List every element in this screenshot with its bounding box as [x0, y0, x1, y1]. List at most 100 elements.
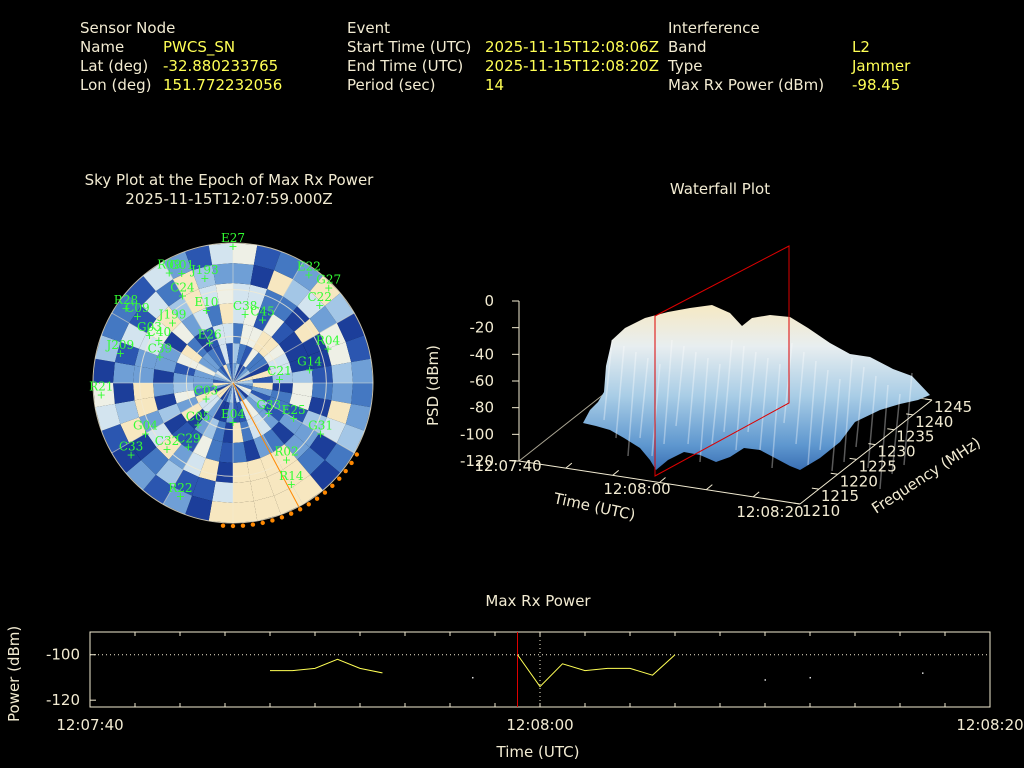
sky-cell — [114, 400, 140, 425]
satellite-plus: + — [178, 289, 187, 302]
sky-cell — [212, 481, 233, 503]
waterfall-streak — [807, 360, 817, 466]
satellite-marker: +R28 — [114, 293, 138, 315]
waterfall-time-tick-label: 12:08:00 — [603, 480, 670, 498]
sky-cell — [233, 263, 254, 285]
waterfall-time-tick-label: 12:07:40 — [474, 457, 541, 475]
waterfall-freq-tick — [811, 487, 819, 490]
max-rx-series-line — [517, 654, 676, 688]
sky-cell — [233, 376, 253, 383]
sky-cell — [310, 275, 341, 306]
satellite-marker: +R22 — [168, 481, 192, 503]
sky-cell — [129, 305, 157, 333]
sky-cell — [113, 383, 135, 404]
max-rx-label: Max Rx Power (dBm) — [668, 76, 825, 94]
satellite-marker: +R02 — [274, 444, 298, 466]
sky-cell — [191, 264, 216, 290]
sky-cell — [125, 275, 156, 306]
interference-title: Interference — [668, 19, 760, 37]
sky-cell — [173, 383, 194, 394]
waterfall-z-tick-label: -40 — [470, 345, 495, 363]
waterfall-streak — [687, 351, 697, 445]
sky-cell — [173, 362, 196, 377]
sky-cell — [263, 428, 285, 453]
sky-cell — [143, 474, 173, 505]
waterfall-streak — [627, 351, 637, 457]
waterfall-freq-tick-label: 1230 — [877, 443, 915, 461]
sky-cell — [263, 403, 285, 422]
sky-cell — [233, 442, 247, 463]
sky-interference-point — [314, 496, 320, 501]
sky-cell — [308, 348, 332, 370]
satellite-marker: +G01 — [169, 258, 194, 280]
sky-cell — [226, 363, 233, 383]
sky-cell — [114, 341, 140, 366]
waterfall-time-marker-plane — [654, 245, 790, 477]
sky-cell — [146, 318, 172, 343]
sky-cell — [289, 393, 312, 411]
satellite-marker: +R09 — [157, 258, 181, 280]
satellite-label: E26 — [198, 328, 222, 342]
satellite-marker: +C39 — [148, 341, 172, 363]
sky-cell — [226, 343, 233, 364]
waterfall-streak — [639, 357, 649, 439]
sky-cell — [248, 393, 268, 409]
waterfall-time-tick-label: 12:08:20 — [736, 503, 803, 521]
waterfall-freq-tick — [924, 398, 933, 401]
sky-cell — [326, 400, 352, 425]
satellite-label: E25 — [282, 403, 306, 417]
sky-cell — [93, 383, 115, 408]
sky-cell — [202, 395, 221, 414]
max-rx-value: -98.45 — [852, 76, 901, 94]
satellite-plus: + — [176, 490, 185, 503]
sky-cell — [176, 396, 199, 413]
satellite-marker: +C22 — [307, 290, 331, 312]
period-label: Period (sec) — [347, 76, 436, 94]
sky-cell — [284, 434, 310, 460]
sky-cell — [193, 386, 215, 397]
sky-cell — [246, 326, 263, 349]
max-rx-ylabel: Power (dBm) — [5, 626, 23, 722]
satellite-plus: + — [168, 317, 177, 330]
sky-cell — [198, 393, 218, 409]
sky-cell — [311, 383, 333, 401]
sky-cell — [202, 352, 221, 371]
sky-cell — [267, 353, 290, 370]
satellite-plus: + — [184, 441, 193, 454]
sky-cell — [236, 343, 247, 365]
satellite-marker: +R04 — [316, 333, 341, 355]
satellite-plus: + — [258, 314, 267, 327]
satellite-label: C29 — [176, 432, 200, 446]
waterfall-freq-tick-label: 1235 — [896, 428, 934, 446]
satellite-marker: +C45 — [250, 305, 274, 327]
satellite-plus: + — [202, 304, 211, 317]
satellite-label: E10 — [194, 295, 218, 309]
waterfall-streak — [735, 345, 745, 451]
waterfall-streak — [843, 357, 853, 463]
sky-cell — [243, 439, 261, 462]
sky-cell — [215, 383, 233, 396]
waterfall-surface — [583, 305, 930, 470]
start-time-label: Start Time (UTC) — [347, 38, 472, 56]
satellite-label: C40 — [147, 325, 171, 339]
lat-value: -32.880233765 — [163, 57, 279, 75]
sky-cell — [258, 408, 279, 429]
sky-cell — [220, 383, 233, 401]
sky-cell — [213, 379, 233, 383]
sky-interference-point — [250, 522, 256, 527]
satellite-plus: + — [315, 299, 324, 312]
sky-cell — [187, 337, 208, 358]
sky-interference-point — [230, 523, 236, 529]
sky-cell — [194, 331, 213, 353]
satellite-plus: + — [177, 267, 186, 280]
satellite-marker: +E27 — [221, 231, 245, 253]
sky-cell — [294, 423, 320, 448]
sky-cell — [263, 344, 285, 363]
sky-cell — [284, 306, 310, 332]
sky-interference-point — [354, 452, 360, 457]
sky-cell — [198, 357, 218, 373]
sky-cell — [336, 424, 365, 453]
satellite-marker: +C40 — [147, 325, 171, 347]
